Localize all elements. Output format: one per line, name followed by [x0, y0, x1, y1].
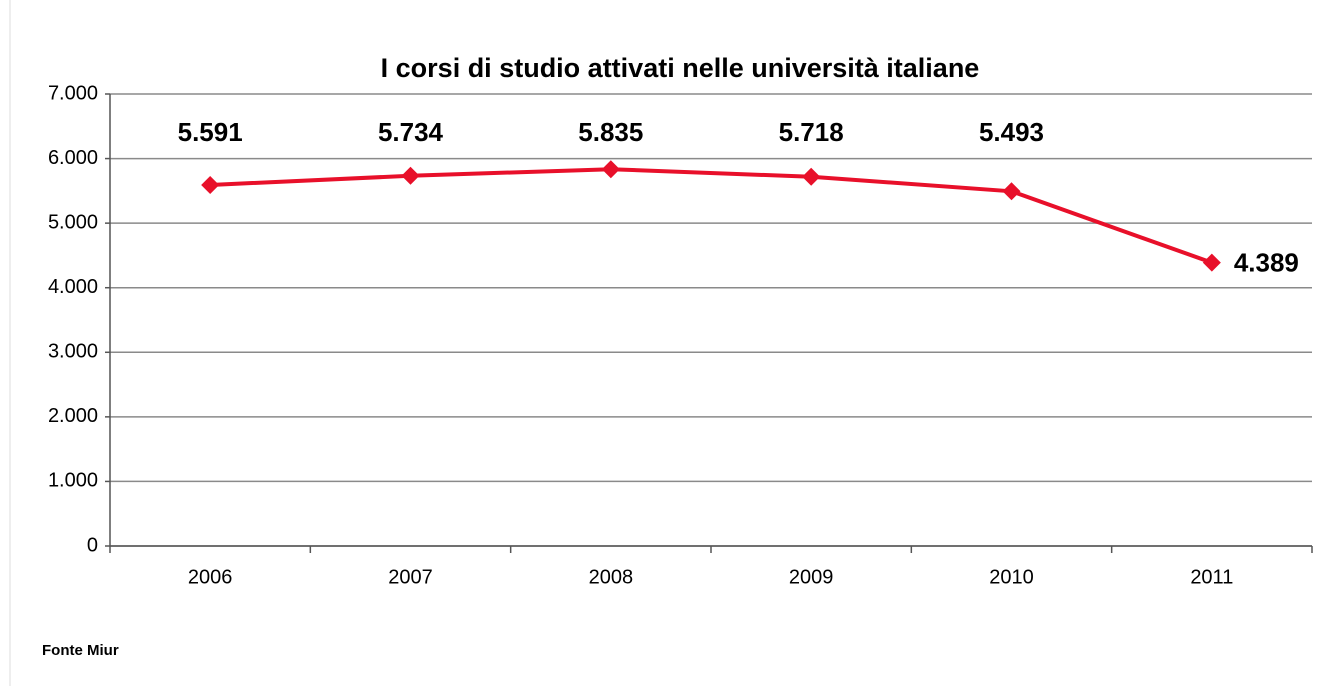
x-tick-label: 2010 — [989, 566, 1034, 588]
y-tick-label: 3.000 — [48, 341, 98, 363]
y-tick-label: 5.000 — [48, 211, 98, 233]
data-label: 4.389 — [1234, 247, 1299, 277]
x-tick-label: 2009 — [789, 566, 834, 588]
data-marker — [201, 175, 220, 194]
x-tick-label: 2007 — [388, 566, 433, 588]
x-tick-label: 2011 — [1190, 566, 1233, 588]
y-tick-label: 1.000 — [48, 470, 98, 492]
chart-title: I corsi di studio attivati nelle univers… — [381, 53, 980, 83]
data-marker — [1002, 182, 1021, 201]
data-label: 5.835 — [578, 117, 643, 147]
data-label: 5.591 — [178, 117, 243, 147]
data-label: 5.493 — [979, 117, 1044, 147]
y-tick-label: 0 — [87, 534, 98, 556]
data-marker — [802, 167, 821, 186]
data-marker — [401, 166, 420, 185]
data-line — [210, 167, 1213, 265]
y-tick-label: 7.000 — [48, 82, 98, 104]
data-marker — [601, 160, 620, 179]
y-tick-label: 4.000 — [48, 276, 98, 298]
data-label: 5.734 — [378, 117, 444, 147]
source-note: Fonte Miur — [42, 642, 119, 659]
y-tick-label: 6.000 — [48, 147, 98, 169]
x-tick-label: 2008 — [589, 566, 634, 588]
x-tick-label: 2006 — [188, 566, 233, 588]
data-label: 5.718 — [779, 117, 844, 147]
data-marker — [1202, 253, 1221, 272]
y-tick-label: 2.000 — [48, 405, 98, 427]
